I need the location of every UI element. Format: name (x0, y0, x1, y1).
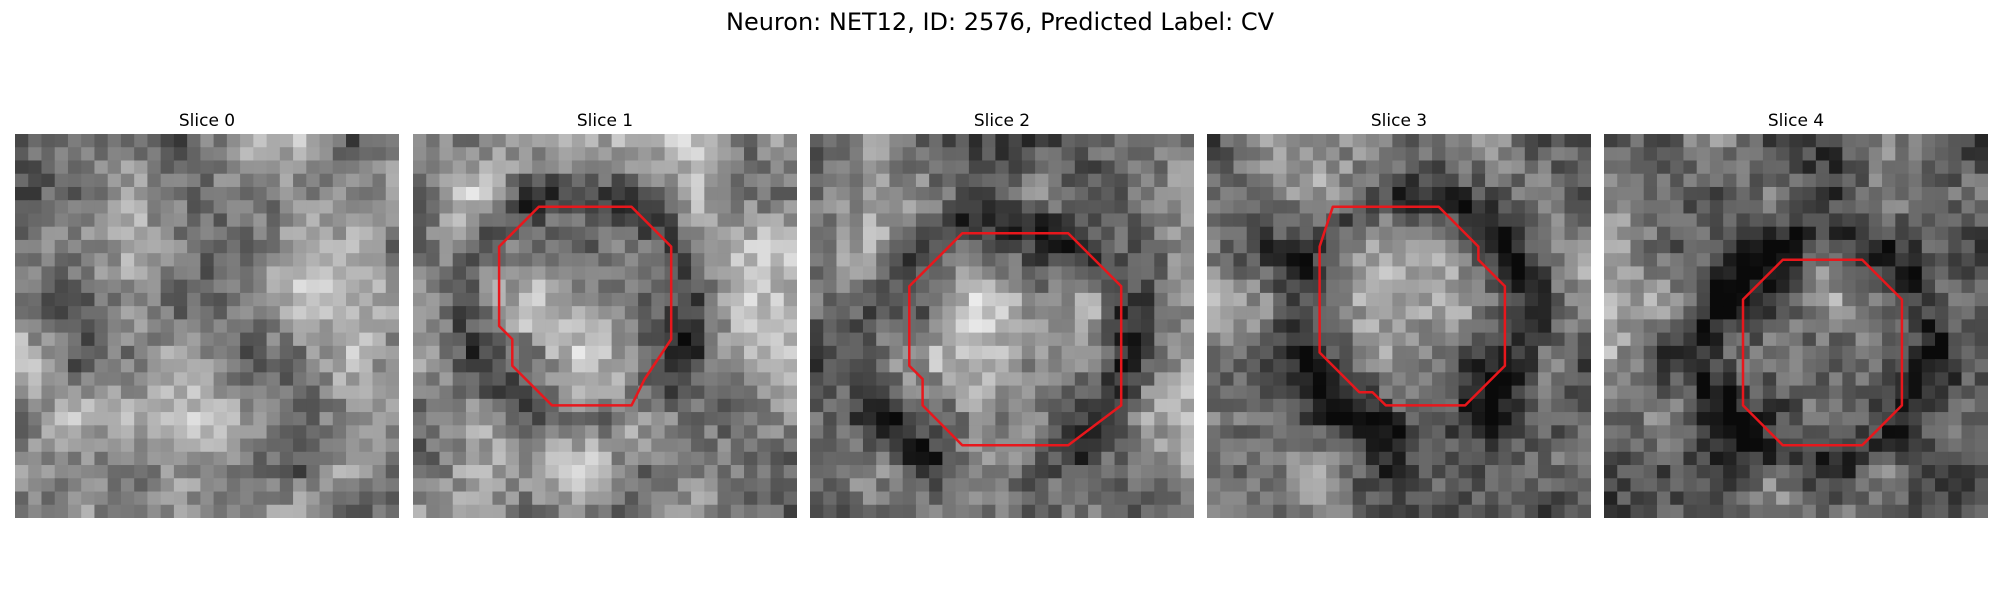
pixel-grid (810, 134, 1194, 518)
figure-title: Neuron: NET12, ID: 2576, Predicted Label… (0, 8, 2000, 36)
panel-title: Slice 1 (413, 108, 797, 134)
panel-title: Slice 0 (15, 108, 399, 134)
slice-image (413, 134, 797, 518)
slice-image (15, 134, 399, 518)
panel-slice-3: Slice 3 (1207, 108, 1591, 518)
panel-title: Slice 4 (1604, 108, 1988, 134)
pixel-grid (413, 134, 797, 518)
pixel-grid (15, 134, 399, 518)
pixel-grid (1207, 134, 1591, 518)
panel-title: Slice 2 (810, 108, 1194, 134)
panel-slice-2: Slice 2 (810, 108, 1194, 518)
panel-slice-4: Slice 4 (1604, 108, 1988, 518)
panel-title: Slice 3 (1207, 108, 1591, 134)
slice-image (810, 134, 1194, 518)
pixel-grid (1604, 134, 1988, 518)
slice-image (1207, 134, 1591, 518)
panel-slice-0: Slice 0 (15, 108, 399, 518)
slice-image (1604, 134, 1988, 518)
panel-slice-1: Slice 1 (413, 108, 797, 518)
